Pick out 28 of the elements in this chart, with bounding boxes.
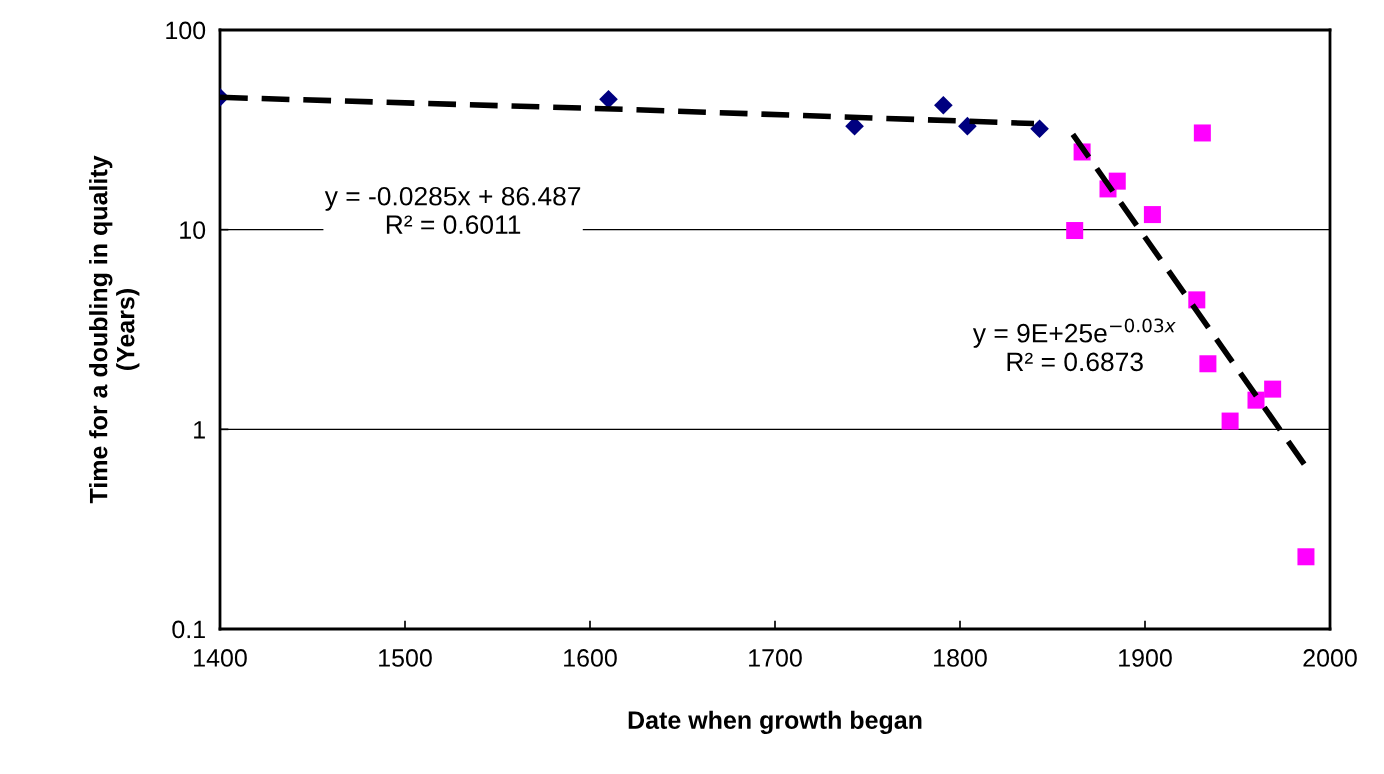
y-tick-label: 1: [194, 421, 205, 439]
y-tick-label: 10: [180, 221, 206, 239]
point: [1030, 119, 1049, 139]
annotation: y = -0.0285x + 86.487 R² = 0.6011: [324, 186, 581, 234]
point: [1199, 355, 1217, 373]
point: [958, 116, 977, 136]
point: [1297, 548, 1315, 566]
x-tick-label: 1900: [1119, 649, 1172, 667]
y-tick-label: 0.1: [172, 620, 205, 639]
point: [599, 89, 618, 109]
point: [934, 95, 953, 115]
y-axis-title: Time for a doubling in quality (Years): [89, 155, 140, 504]
point: [1221, 412, 1239, 430]
x-tick-label: 1800: [934, 649, 987, 667]
point: [1108, 172, 1126, 190]
point: [1066, 222, 1084, 240]
point: [1188, 291, 1206, 309]
annotation: y = 9E+25e$^{−0.03x}$ R² = 0.6873: [972, 318, 1176, 372]
x-tick-label: 1500: [379, 649, 432, 667]
x-tick-label: 1600: [564, 649, 617, 667]
y-tick-label: 100: [166, 21, 206, 40]
x-tick-label: 1700: [749, 649, 802, 667]
point: [1264, 380, 1282, 398]
x-tick-label: 1400: [194, 649, 247, 667]
x-tick-label: 2000: [1303, 649, 1357, 667]
point: [1143, 206, 1161, 224]
point: [1193, 124, 1211, 142]
x-axis-title: Date when growth began: [628, 710, 922, 735]
